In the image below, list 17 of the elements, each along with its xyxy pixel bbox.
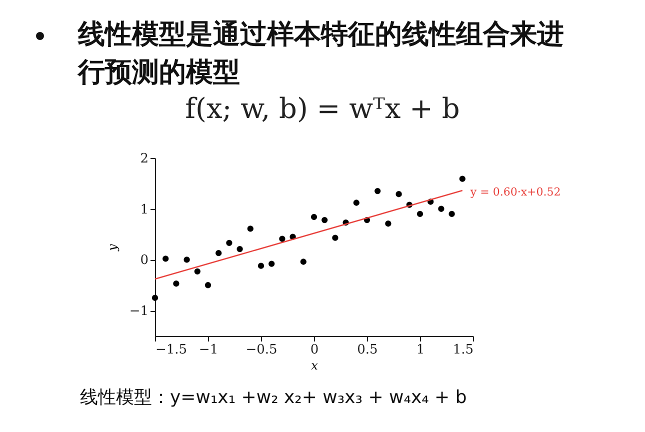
chart-subtitle: f(x; w, b) = wᵀx + b [184, 92, 461, 125]
y-axis-title: y [105, 244, 120, 252]
x-tick-label: 1 [416, 342, 425, 358]
x-tick-label: 0.5 [357, 342, 378, 358]
y-tick-label: 0 [140, 253, 148, 268]
y-tick-label: 1 [140, 202, 148, 218]
annotation: y = 0.60·x+0.52 [469, 186, 561, 199]
y-tick-label: 2 [140, 152, 148, 166]
x-tick-label: −1.5 [156, 342, 188, 358]
text: 线性模型：y=w₁x₁ +w₂ x₂+ w₃x₃ + w₄x₄ + b [80, 386, 467, 409]
x-tick-label: −1 [198, 342, 218, 358]
x-tick-label: 0 [310, 342, 319, 358]
chart-title: 线性模型是通过样本特征的线性组合来进行预测的模型 [78, 18, 565, 90]
y-tick-label: −1 [129, 304, 148, 320]
x-tick-label: 1.5 [452, 342, 474, 358]
x-axis-title: x [311, 358, 318, 372]
x-tick-label: −0.5 [246, 342, 278, 358]
